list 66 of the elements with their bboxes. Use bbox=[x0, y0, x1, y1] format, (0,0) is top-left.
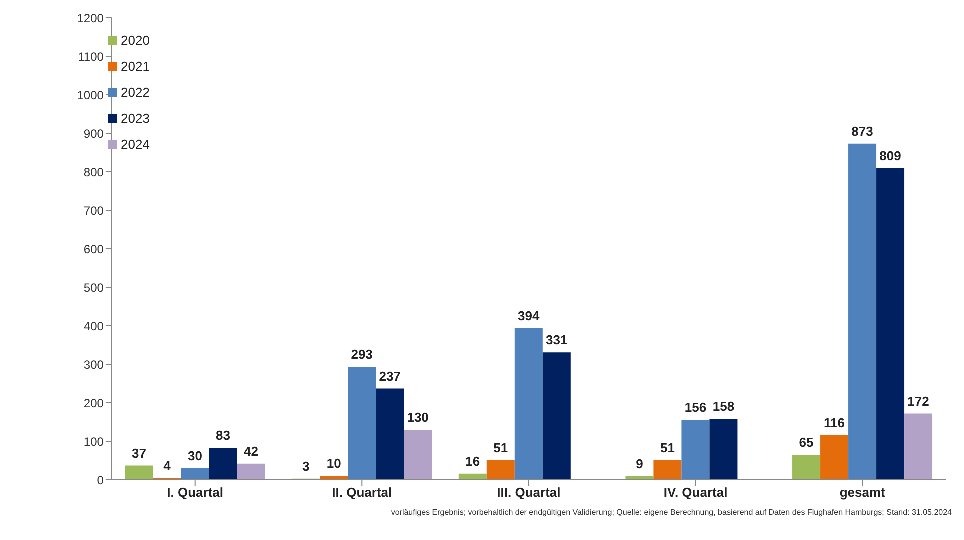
bar bbox=[904, 414, 933, 480]
bar bbox=[710, 419, 738, 480]
data-label: 237 bbox=[379, 368, 401, 384]
data-label: 394 bbox=[518, 308, 541, 324]
bar bbox=[876, 168, 905, 480]
x-tick-label: gesamt bbox=[840, 485, 886, 500]
data-label: 809 bbox=[880, 148, 902, 164]
bar bbox=[237, 464, 266, 480]
bar bbox=[486, 460, 515, 480]
legend-label: 2020 bbox=[121, 33, 150, 48]
bar bbox=[792, 454, 821, 480]
data-label: 3 bbox=[302, 458, 310, 474]
bar bbox=[820, 435, 849, 480]
bar bbox=[404, 430, 432, 480]
data-label: 16 bbox=[466, 454, 480, 469]
legend-label: 2024 bbox=[121, 137, 150, 152]
bar bbox=[514, 328, 543, 480]
bar bbox=[542, 352, 571, 480]
data-label: 4 bbox=[164, 458, 172, 474]
legend-label: 2022 bbox=[121, 85, 150, 100]
bar bbox=[348, 367, 376, 480]
bar bbox=[848, 144, 877, 480]
x-tick-label: I. Quartal bbox=[167, 485, 224, 500]
data-label: 37 bbox=[132, 446, 146, 461]
data-label: 293 bbox=[351, 347, 373, 362]
x-tick-label: III. Quartal bbox=[497, 485, 561, 500]
y-tick-label: 400 bbox=[84, 319, 104, 334]
data-label: 51 bbox=[660, 440, 675, 456]
bar bbox=[125, 466, 154, 480]
y-tick-label: 600 bbox=[84, 242, 104, 256]
data-label: 83 bbox=[216, 428, 230, 444]
legend-label: 2021 bbox=[121, 59, 150, 74]
y-tick-label: 900 bbox=[84, 126, 104, 141]
y-tick-label: 500 bbox=[84, 280, 104, 295]
data-label: 156 bbox=[684, 400, 707, 415]
y-tick-label: 1100 bbox=[78, 50, 104, 64]
y-tick-label: 200 bbox=[84, 396, 104, 410]
bar bbox=[682, 420, 710, 480]
y-tick-label: 300 bbox=[84, 358, 104, 372]
text: vorläufiges Ergebnis; vorbehaltlich der endgültigen Validierung; Quelle: eigene Berechnung, basierend auf Daten des Flughafen Hamburgs; Stand: 31.05.2024 bbox=[390, 508, 953, 517]
data-label: 158 bbox=[712, 399, 735, 414]
bar bbox=[181, 468, 210, 480]
data-label: 42 bbox=[244, 444, 258, 459]
x-tick-label: II. Quartal bbox=[332, 485, 392, 500]
y-tick-label: 1200 bbox=[77, 11, 104, 26]
data-label: 51 bbox=[494, 440, 508, 456]
y-tick-label: 100 bbox=[84, 434, 104, 449]
bar bbox=[320, 476, 348, 480]
bar bbox=[654, 460, 682, 480]
data-label: 116 bbox=[824, 415, 846, 430]
data-label: 9 bbox=[636, 456, 644, 472]
y-tick-label: 0 bbox=[97, 473, 104, 488]
data-label: 130 bbox=[407, 410, 429, 425]
data-label: 65 bbox=[799, 434, 814, 450]
legend-label: 2023 bbox=[121, 111, 150, 126]
data-label: 10 bbox=[326, 456, 342, 472]
data-label: 172 bbox=[908, 394, 930, 409]
data-label: 331 bbox=[546, 332, 568, 348]
bar bbox=[209, 448, 238, 480]
y-tick-label: 700 bbox=[84, 204, 104, 218]
data-label: 30 bbox=[188, 448, 202, 464]
x-tick-label: IV. Quartal bbox=[664, 485, 728, 500]
y-tick-label: 1000 bbox=[77, 88, 104, 102]
bar bbox=[376, 388, 404, 480]
data-label: 873 bbox=[852, 124, 874, 139]
y-tick-label: 800 bbox=[84, 165, 104, 180]
